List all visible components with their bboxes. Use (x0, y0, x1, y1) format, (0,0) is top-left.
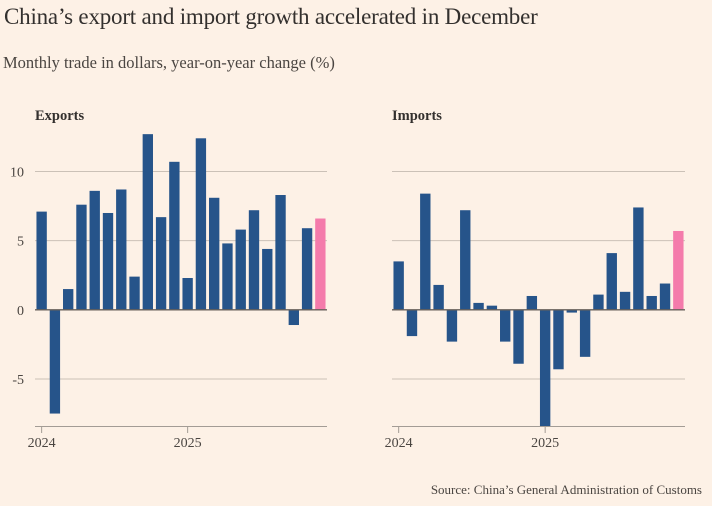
y-tick-label: 5 (17, 235, 24, 250)
bar-2025-aug (619, 291, 631, 310)
chart-title: China’s export and import growth acceler… (4, 4, 538, 29)
bar-2025-jan-feb (539, 309, 551, 426)
bar-2025-dec (673, 230, 684, 310)
bar-2024-jul (460, 210, 471, 310)
bar-2024-may (433, 284, 444, 310)
bar-2024-nov (155, 217, 167, 310)
imports-panel: Imports 2024 2025 (385, 108, 685, 451)
bar-2025-dec (315, 218, 326, 310)
bar-2025-jun (235, 229, 246, 310)
bar-2024-oct (500, 309, 511, 342)
bar-2025-jun (593, 294, 604, 310)
bar-2025-may (579, 309, 591, 357)
bar-2024-jun (446, 309, 458, 342)
x-tick-label: 2024 (28, 436, 56, 451)
bar-2024-aug (473, 302, 484, 310)
panel-title: Imports (392, 108, 442, 124)
bar-2024-oct (142, 134, 153, 310)
bar-2025-sep (633, 207, 644, 310)
y-tick-label: 10 (10, 165, 24, 180)
bar-2025-aug (262, 248, 273, 310)
source-note: Source: China’s General Administration o… (430, 482, 702, 497)
y-tick-label: -5 (12, 373, 24, 388)
panel-title: Exports (35, 108, 85, 124)
bar-2024-jan-feb (393, 261, 404, 310)
bar-2024-sep (129, 276, 140, 310)
bar-2024-may (76, 204, 87, 310)
bar-2024-apr (420, 193, 431, 310)
bar-2025-jul (248, 210, 260, 310)
chart-subtitle: Monthly trade in dollars, year-on-year c… (3, 53, 335, 72)
x-tick-label: 2025 (174, 436, 202, 451)
bar-2025-jul (606, 253, 617, 310)
bar-2025-oct (288, 309, 299, 326)
bar-2024-mar (406, 309, 418, 337)
bar-2024-aug (116, 189, 127, 310)
bar-2025-oct (646, 295, 657, 310)
bar-2025-nov (301, 228, 313, 310)
bar-2025-mar (553, 309, 564, 370)
bar-2024-sep (486, 305, 498, 310)
bar-2025-apr (209, 197, 220, 310)
bar-2024-nov (513, 309, 524, 364)
bar-2025-mar (195, 138, 207, 310)
bar-2024-jul (102, 212, 114, 310)
bar-2024-mar (49, 309, 61, 414)
x-tick-label: 2024 (385, 436, 413, 451)
bar-2024-dec (169, 161, 180, 310)
bar-2025-apr (566, 309, 577, 313)
bar-2024-jan-feb (36, 211, 47, 310)
bar-2024-apr (63, 289, 74, 310)
bar-2025-jan-feb (182, 278, 193, 310)
bar-2024-jun (89, 190, 100, 310)
exports-panel: Exports -5 0 5 10 2024 2025 (10, 108, 327, 451)
bar-2025-nov (659, 283, 671, 310)
bar-2025-may (222, 243, 233, 310)
x-tick-label: 2025 (531, 436, 559, 451)
bar-2025-sep (275, 195, 286, 310)
y-tick-label: 0 (17, 304, 24, 319)
bar-2024-dec (526, 295, 538, 310)
